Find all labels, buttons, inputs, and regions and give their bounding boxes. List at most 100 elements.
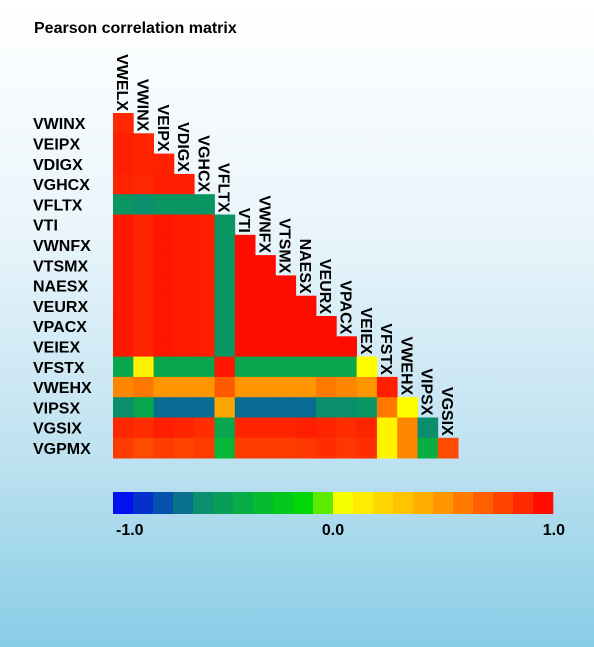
matrix-cell <box>133 316 154 337</box>
matrix-cell <box>234 356 256 378</box>
matrix-cell <box>275 316 297 337</box>
matrix-cell <box>194 376 215 398</box>
matrix-cell <box>255 336 276 357</box>
colorbar-segment <box>173 492 194 514</box>
matrix-cell <box>153 295 175 317</box>
matrix-cell <box>113 397 134 418</box>
matrix-cell <box>234 376 256 398</box>
column-label: VWINX <box>133 79 150 132</box>
matrix-cell <box>295 417 317 439</box>
matrix-cell <box>316 437 337 459</box>
matrix-cell <box>336 356 357 378</box>
matrix-cell <box>214 417 236 439</box>
matrix-cell <box>194 214 215 236</box>
column-label: NAESX <box>296 239 313 294</box>
colorbar-segment <box>133 492 154 514</box>
matrix-cell <box>173 356 195 378</box>
matrix-cell <box>255 255 276 276</box>
matrix-cell <box>275 295 297 317</box>
matrix-cell <box>295 437 317 459</box>
row-label: VWEHX <box>33 380 92 397</box>
colorbar-segment <box>433 492 454 514</box>
column-label: VGHCX <box>194 135 211 192</box>
matrix-cell <box>255 356 276 378</box>
matrix-cell <box>113 173 134 195</box>
row-label: VEURX <box>33 299 88 316</box>
matrix-cell <box>295 376 317 398</box>
matrix-cell <box>214 437 236 459</box>
row-label: VGPMX <box>33 441 91 458</box>
matrix-cell <box>336 376 357 398</box>
colorbar-segment <box>353 492 374 514</box>
matrix-cell <box>173 214 195 236</box>
colorbar-tick-label: -1.0 <box>116 522 144 539</box>
matrix-cell <box>316 336 337 357</box>
matrix-cell <box>153 376 175 398</box>
matrix-cell <box>133 275 154 297</box>
matrix-cell <box>234 255 256 276</box>
column-label: VWNFX <box>255 195 272 253</box>
row-label: NAESX <box>33 279 88 296</box>
matrix-cell <box>356 356 378 378</box>
colorbar-segment <box>413 492 434 514</box>
matrix-cell <box>133 153 154 175</box>
matrix-cell <box>214 234 236 256</box>
matrix-cell <box>133 295 154 317</box>
matrix-cell <box>153 173 175 195</box>
matrix-cell <box>397 437 418 459</box>
row-label: VWINX <box>33 116 86 133</box>
matrix-cell <box>234 316 256 337</box>
colorbar-segment <box>273 492 294 514</box>
colorbar-segment <box>453 492 474 514</box>
matrix-cell <box>417 437 439 459</box>
matrix-cell <box>316 376 337 398</box>
matrix-cell <box>234 295 256 317</box>
row-label: VWNFX <box>33 238 91 255</box>
column-label: VEIEX <box>357 307 374 354</box>
matrix-cell <box>255 376 276 398</box>
matrix-cell <box>275 356 297 378</box>
matrix-cell <box>214 214 236 236</box>
colorbar-tick-label: 0.0 <box>322 522 344 539</box>
matrix-cell <box>173 376 195 398</box>
matrix-cell <box>234 397 256 418</box>
row-label: VFLTX <box>33 197 83 214</box>
matrix-cell <box>113 275 134 297</box>
matrix-cell <box>417 417 439 439</box>
column-label: VDIGX <box>174 122 191 172</box>
matrix-cell <box>336 417 357 439</box>
matrix-cell <box>194 255 215 276</box>
matrix-cell <box>275 397 297 418</box>
matrix-cell <box>376 437 398 459</box>
matrix-cell <box>295 397 317 418</box>
colorbar-segment <box>113 492 134 514</box>
matrix-cell <box>194 437 215 459</box>
matrix-cell <box>133 356 154 378</box>
matrix-cell <box>194 356 215 378</box>
column-label: VFLTX <box>215 163 232 213</box>
matrix-cell <box>397 417 418 439</box>
matrix-cell <box>214 316 236 337</box>
matrix-cell <box>113 133 134 154</box>
matrix-cell <box>376 417 398 439</box>
matrix-cell <box>194 316 215 337</box>
row-label: VGSIX <box>33 421 82 438</box>
matrix-cell <box>295 295 317 317</box>
matrix-cell <box>153 336 175 357</box>
matrix-cell <box>194 397 215 418</box>
matrix-cell <box>153 194 175 215</box>
matrix-cell <box>295 336 317 357</box>
colorbar-segment <box>293 492 314 514</box>
matrix-cell <box>113 295 134 317</box>
matrix-cell <box>214 255 236 276</box>
matrix-cell <box>113 234 134 256</box>
colorbar-segment <box>393 492 414 514</box>
matrix-cell <box>173 173 195 195</box>
matrix-cell <box>153 153 175 175</box>
matrix-cell <box>295 356 317 378</box>
matrix-cell <box>194 194 215 215</box>
matrix-cell <box>133 417 154 439</box>
matrix-cell <box>275 336 297 357</box>
matrix-cell <box>173 417 195 439</box>
matrix-cell <box>133 133 154 154</box>
